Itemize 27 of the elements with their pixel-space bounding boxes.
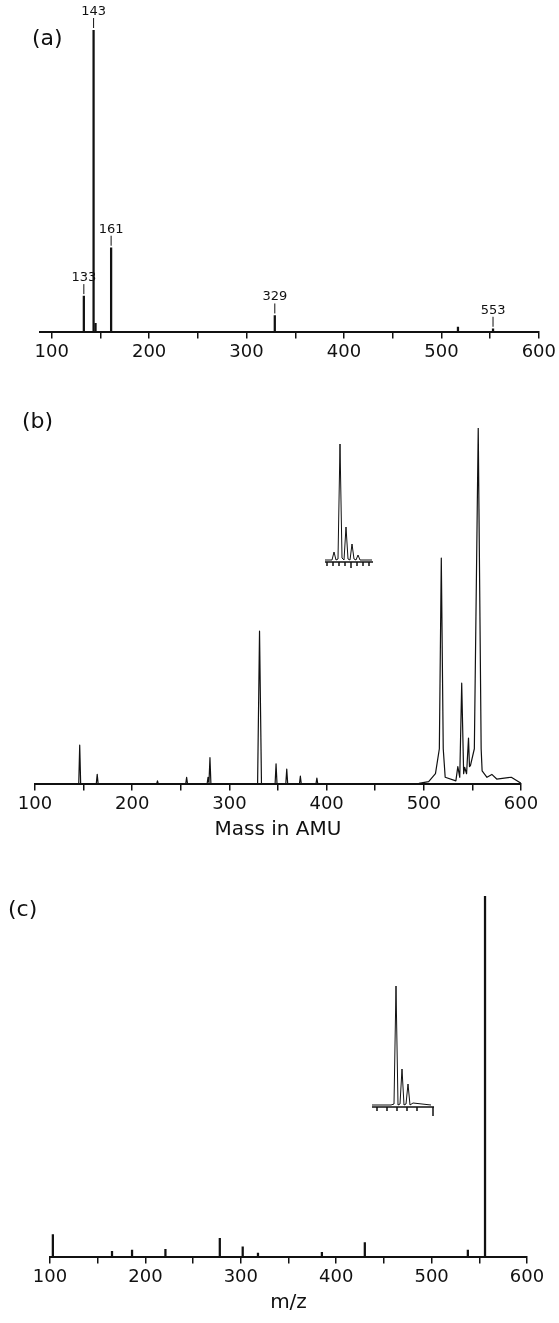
x-axis-title: Mass in AMU (214, 816, 342, 841)
x-tick-label: 200 (131, 339, 167, 361)
x-tick-label: 300 (212, 791, 247, 813)
x-tick-label: 600 (509, 1264, 545, 1286)
annotation: 553 (480, 301, 506, 317)
x-tick-label: 300 (223, 1264, 258, 1286)
x-axis-title: m/z (270, 1289, 307, 1314)
chart-title: (c) (8, 896, 38, 921)
chart-title: (b) (22, 408, 54, 433)
x-tick-label: 200 (128, 1264, 163, 1286)
annotation: 143 (81, 3, 106, 18)
x-tick-label: 500 (414, 1264, 449, 1286)
x-tick-label: 200 (115, 791, 150, 813)
chart-title: (a) (32, 25, 63, 50)
x-tick-label: 500 (406, 791, 441, 813)
x-tick-label: 100 (32, 1264, 68, 1286)
x-tick-label: 500 (424, 339, 459, 361)
annotation: 161 (98, 220, 124, 236)
x-tick-label: 100 (34, 339, 69, 361)
x-tick-label: 100 (17, 791, 53, 813)
x-tick-label: 400 (309, 791, 344, 813)
x-tick-label: 300 (229, 339, 264, 361)
annotation: 329 (262, 288, 288, 304)
x-tick-label: 600 (503, 791, 539, 813)
x-tick-label: 400 (326, 339, 362, 361)
x-tick-label: 400 (319, 1264, 354, 1286)
x-tick-label: 600 (521, 339, 556, 361)
